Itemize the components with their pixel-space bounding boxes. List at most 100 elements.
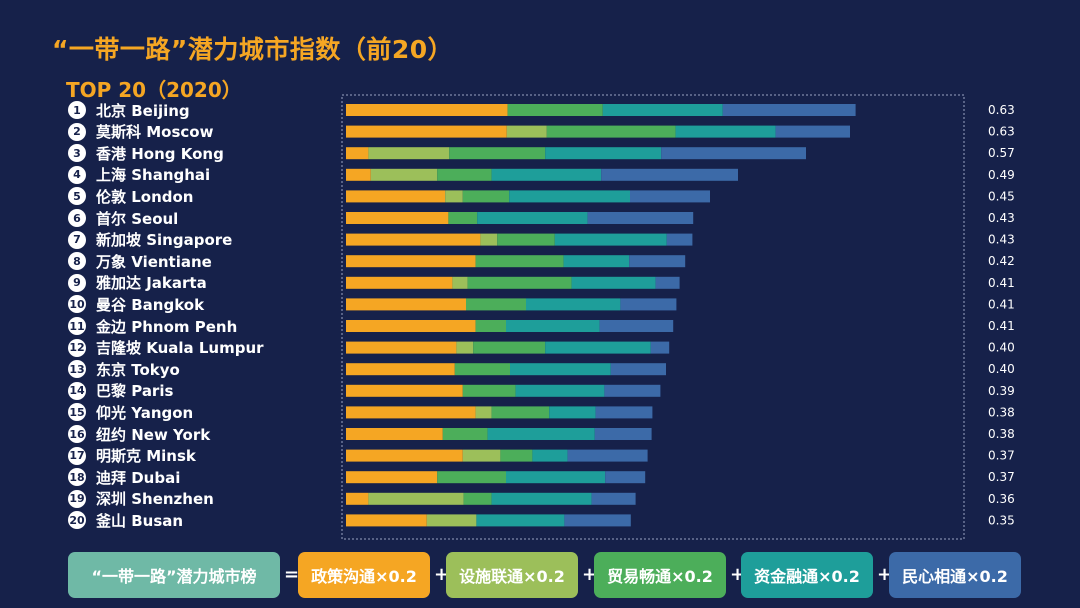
bar-segment-finance (477, 212, 588, 224)
bar-segment-people (722, 104, 856, 116)
bar-segment-policy (346, 276, 453, 289)
bar-group (346, 341, 670, 354)
total-value-label: 0.49 (988, 168, 1015, 182)
bar-segment-people (594, 428, 652, 440)
rank-badge: 19 (68, 489, 86, 508)
rank-badge: 11 (68, 317, 86, 335)
bar-segment-trade (500, 449, 533, 462)
total-value-label: 0.39 (988, 384, 1015, 398)
total-value-label: 0.40 (988, 341, 1015, 355)
bar-segment-people (605, 471, 646, 484)
city-label: 巴黎 Paris (96, 382, 174, 401)
city-row: 19 深圳 Shenzhen (68, 489, 214, 509)
bar-segment-people (620, 298, 677, 311)
bar-segment-policy (346, 212, 449, 224)
formula-bar: “一带一路”潜力城市榜 = 政策沟通×0.2 + 设施联通×0.2 + 贸易畅通… (0, 552, 1080, 598)
rank-badge: 17 (68, 446, 86, 465)
rank-badge: 3 (68, 144, 86, 163)
rank-badge: 20 (68, 511, 86, 530)
total-value-label: 0.42 (988, 254, 1015, 268)
bar-segment-finance (487, 428, 595, 440)
bar-group (346, 104, 856, 116)
total-value-label: 0.43 (988, 233, 1015, 247)
total-value-label: 0.37 (988, 470, 1015, 484)
bar-segment-people (610, 363, 666, 376)
city-list: 1 北京 Beijing 2 莫斯科 Moscow 3 香港 Hong Kong 4 上海 S… (0, 0, 340, 545)
bar-group (346, 233, 693, 246)
city-label: 吉隆坡 Kuala Lumpur (96, 339, 264, 358)
bar-group (346, 384, 661, 397)
bar-group (346, 471, 646, 484)
bar-segment-trade (437, 471, 506, 484)
city-label: 深圳 Shenzhen (96, 490, 214, 509)
stacked-bar-chart: 0.63 0.63 0.57 0.49 0.45 0.43 0.43 0.42 0.41 0.41… (341, 94, 1015, 540)
city-row: 2 莫斯科 Moscow (68, 122, 213, 142)
bar-segment-facilities (426, 514, 477, 527)
formula-plus: + (434, 564, 450, 585)
total-value-label: 0.35 (988, 513, 1015, 527)
bar-segment-finance (526, 298, 621, 311)
bar-segment-policy (346, 428, 443, 440)
rank-badge: 2 (68, 122, 86, 141)
city-label: 仰光 Yangon (96, 403, 194, 422)
rank-badge: 4 (68, 165, 86, 184)
rank-badge: 12 (68, 338, 86, 357)
bar-segment-trade (546, 125, 676, 138)
city-label: 香港 Hong Kong (96, 144, 224, 163)
bar-segment-policy (346, 147, 369, 160)
total-value-label: 0.41 (988, 319, 1015, 333)
rank-badge: 16 (68, 425, 86, 443)
bar-segment-policy (346, 190, 446, 203)
formula-finance-pill: 资金融通×0.2 (741, 552, 873, 598)
bar-group (346, 125, 850, 138)
bar-group (346, 363, 666, 376)
city-label: 东京 Tokyo (96, 360, 180, 379)
chart-subtitle: TOP 20（2020） (66, 78, 242, 102)
bar-segment-people (591, 492, 636, 505)
bar-segment-policy (346, 514, 427, 527)
bar-segment-trade (475, 255, 564, 268)
bar-segment-policy (346, 125, 507, 138)
total-value-label: 0.63 (988, 125, 1015, 139)
bar-segment-people (661, 147, 806, 160)
bar-group (346, 320, 674, 332)
bar-segment-finance (509, 190, 630, 203)
total-value-label: 0.38 (988, 427, 1015, 441)
city-label: 万象 Vientiane (96, 252, 212, 271)
city-label: 首尔 Seoul (96, 209, 179, 228)
bar-segment-people (604, 384, 661, 397)
bar-group (346, 428, 652, 440)
bar-segment-finance (549, 406, 596, 419)
bar-segment-trade (462, 190, 510, 203)
city-label: 曼谷 Bangkok (96, 295, 205, 314)
city-row: 13 东京 Tokyo (68, 359, 180, 379)
rank-badge: 8 (68, 252, 86, 271)
city-label: 釜山 Busan (96, 511, 184, 530)
bar-segment-policy (346, 168, 371, 181)
rank-badge: 15 (68, 403, 86, 422)
bar-segment-trade (467, 276, 572, 289)
city-row: 20 釜山 Busan (68, 510, 183, 530)
city-label: 明斯克 Minsk (96, 447, 196, 466)
formula-policy-pill: 政策沟通×0.2 (298, 552, 430, 598)
rank-badge: 10 (68, 295, 86, 314)
city-label: 迪拜 Dubai (96, 468, 181, 487)
bar-segment-finance (506, 320, 600, 332)
total-value-label: 0.40 (988, 362, 1015, 376)
city-row: 1 北京 Beijing (68, 100, 190, 120)
bar-segment-facilities (480, 233, 498, 246)
bar-segment-trade (448, 212, 478, 224)
bar-segment-trade (497, 233, 555, 246)
bar-segment-people (587, 212, 694, 224)
bar-segment-policy (346, 492, 369, 505)
bar-segment-policy (346, 233, 481, 246)
bar-segment-people (564, 514, 631, 527)
rank-badge: 14 (68, 381, 86, 400)
city-row: 3 香港 Hong Kong (68, 143, 224, 163)
city-row: 15 仰光 Yangon (68, 402, 193, 422)
formula-equals: = (284, 564, 300, 585)
bar-segment-trade (491, 406, 550, 419)
bar-segment-people (775, 125, 850, 138)
bar-group (346, 190, 710, 203)
formula-trade-pill: 贸易畅通×0.2 (594, 552, 726, 598)
